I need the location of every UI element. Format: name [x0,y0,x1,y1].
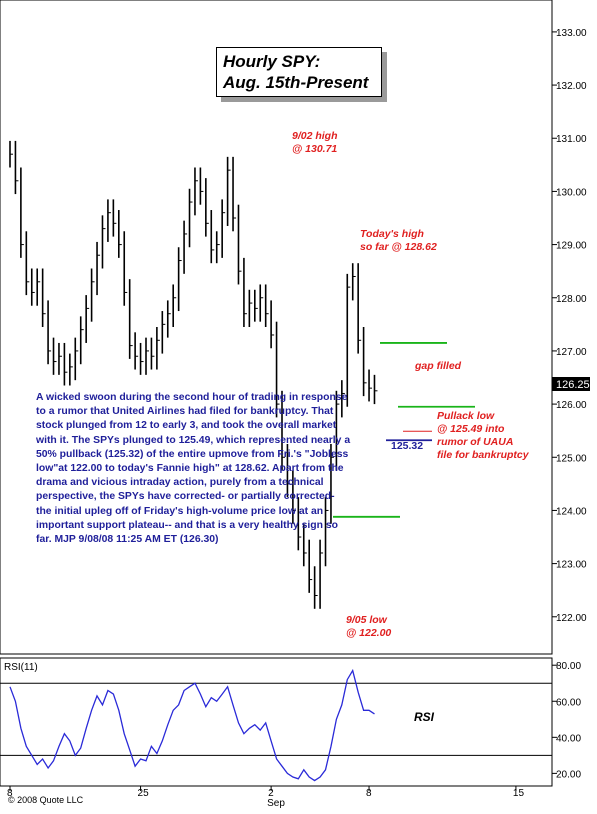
annotation-line: 9/05 low [346,614,387,626]
rsi-series-label: RSI [414,710,435,724]
x-tick-label: 8 [7,788,13,799]
annotation-line: gap filled [415,360,462,372]
rsi-panel-frame [0,657,553,787]
annotation-low-0905: 9/05 low @ 122.00 [346,614,391,640]
rsi-tick-label: 20.00 [556,769,581,780]
annotation-line: Today's high [360,228,424,240]
x-tick-label: 25 [138,788,150,799]
annotation-line: @ 130.71 [292,143,338,155]
last-price-marker: 126.25 [552,377,590,391]
price-tick-label: 133.00 [556,28,587,39]
chart-title-box: Hourly SPY: Aug. 15th-Present [216,47,382,97]
annotation-line: @ 125.49 into [437,423,505,435]
price-tick-label: 127.00 [556,347,587,358]
annotation-line: so far @ 128.62 [360,241,437,253]
x-tick-label: 8 [366,788,372,799]
price-tick-label: 125.00 [556,453,587,464]
annotation-line: Pullack low [437,410,495,422]
chart-subtitle: Aug. 15th-Present [223,73,369,92]
rsi-tick-label: 40.00 [556,733,581,744]
rsi-tick-label: 80.00 [556,661,581,672]
last-price-label: 126.25 [556,379,590,391]
x-axis: 8 25 2 8 15 Sep [7,786,524,809]
price-tick-label: 131.00 [556,134,587,145]
chart-title: Hourly SPY: [223,52,321,71]
x-axis-month: Sep [267,798,285,809]
rsi-tick-label: 60.00 [556,697,581,708]
annotation-high-0902: 9/02 high @ 130.71 [292,130,338,156]
annotation-gap-filled: gap filled [415,360,461,373]
annotation-todays-high: Today's high so far @ 128.62 [360,228,437,254]
price-tick-label: 126.00 [556,400,587,411]
rsi-plot [9,668,375,782]
commentary-text: A wicked swoon during the second hour of… [36,392,351,546]
x-tick-label: 2 [268,788,274,799]
copyright: © 2008 Quote LLC [8,795,84,805]
price-axis: 122.00 123.00 124.00 125.00 126.00 127.00 128.… [552,28,587,624]
level-lines [333,342,475,518]
price-tick-label: 128.00 [556,294,587,305]
x-tick-label: 15 [513,788,525,799]
annotation-line: @ 122.00 [346,627,392,639]
price-tick-label: 122.00 [556,613,587,624]
price-tick-label: 132.00 [556,81,587,92]
annotation-line: file for bankruptcy [437,449,529,461]
rsi-title: RSI(11) [4,662,38,673]
price-bars [9,140,378,609]
price-tick-label: 130.00 [556,187,587,198]
annotation-line: rumor of UAUA [437,436,514,448]
price-tick-label: 123.00 [556,560,587,571]
annotation-low-value: 125.32 [391,440,424,452]
price-tick-label: 129.00 [556,241,587,252]
rsi-line [9,668,375,782]
price-tick-label: 124.00 [556,506,587,517]
annotation-line: 9/02 high [292,130,338,142]
annotation-pullback-low: Pullack low @ 125.49 into rumor of UAUA … [437,410,529,462]
